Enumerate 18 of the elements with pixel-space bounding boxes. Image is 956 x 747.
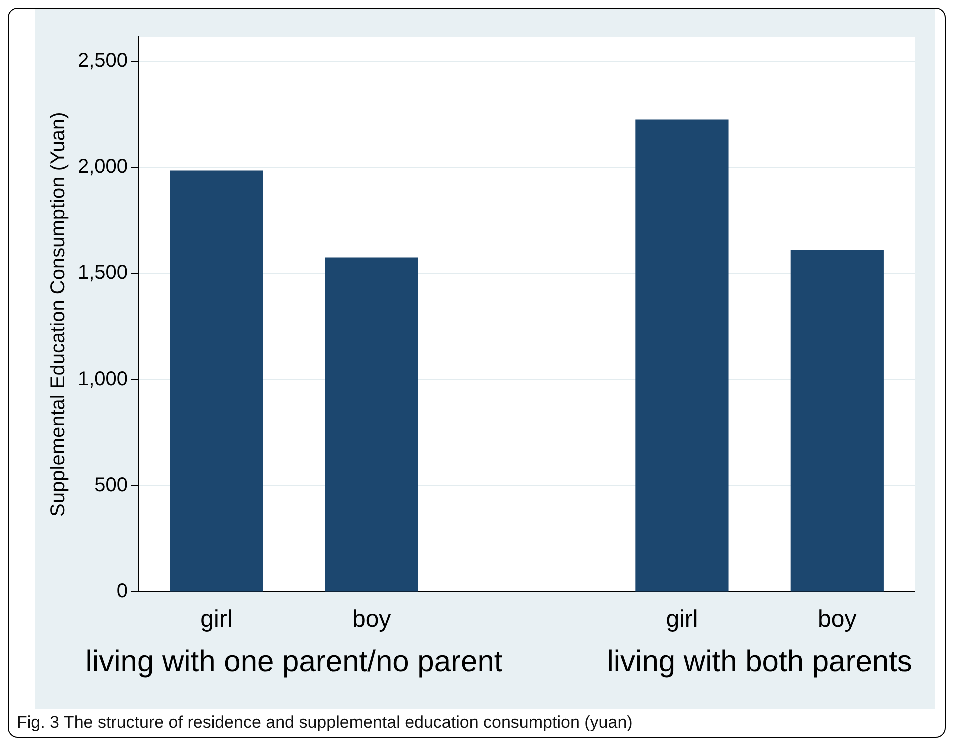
text: living with both parents — [607, 645, 912, 678]
x-tick-label: girl — [200, 606, 233, 634]
y-tick-label: 2,000 — [78, 156, 128, 178]
y-tick-label: 1,000 — [78, 368, 128, 390]
y-axis-title: Supplemental Education Consumption (Yuan) — [48, 112, 70, 517]
bar — [790, 250, 884, 592]
x-tick-label: girl — [666, 606, 698, 634]
bar — [170, 170, 264, 592]
y-tick-label: 1,500 — [78, 262, 128, 284]
x-tick-label: boy — [818, 606, 857, 634]
bar — [325, 258, 418, 592]
text: Fig. 3 The structure of residence and supplemental education consumption (yuan) — [17, 713, 633, 733]
y-tick-label: 500 — [94, 474, 128, 497]
y-tick-label: 0 — [116, 580, 128, 603]
y-tick-label: 2,500 — [78, 50, 128, 72]
x-tick-label: boy — [352, 606, 392, 634]
bar — [636, 120, 729, 592]
text: living with one parent/no parent — [86, 645, 504, 678]
